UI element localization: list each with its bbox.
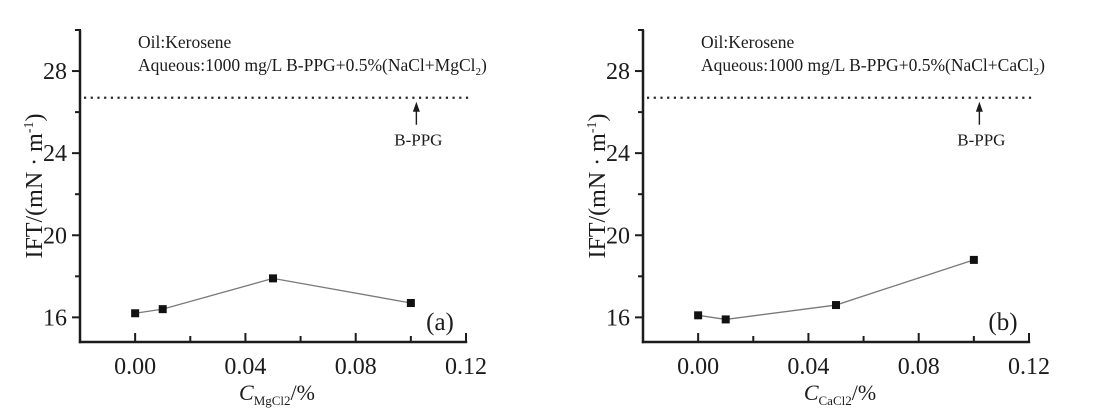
y-tick-label: 24 <box>606 141 630 167</box>
y-tick-label: 20 <box>606 223 630 249</box>
panel-label: (a) <box>426 309 454 336</box>
x-tick-label: 0.12 <box>445 354 487 380</box>
data-point <box>406 299 415 307</box>
annotation-line2: Aqueous:1000 mg/L B-PPG+0.5%(NaCl+CaCl2) <box>701 55 1045 78</box>
panel-label: (b) <box>988 309 1017 336</box>
x-tick-label: 0.00 <box>677 354 719 380</box>
data-point <box>721 315 730 324</box>
data-point <box>694 311 703 320</box>
annotation-line2: Aqueous:1000 mg/L B-PPG+0.5%(NaCl+MgCl2) <box>138 55 487 78</box>
data-point <box>832 301 840 310</box>
data-point <box>269 274 277 283</box>
chart-panel-a: 0.00 0.04 0.08 0.12 16 20 24 28 B-PPG Oil:Kerosen… <box>22 29 487 408</box>
x-axis-title: CCaCl2/% <box>804 380 876 408</box>
x-tick-label: 0.04 <box>224 354 266 380</box>
x-tick-label: 0.00 <box>114 354 156 380</box>
y-axis-title: IFT/(mN · m-1) <box>22 114 48 259</box>
x-axis-title: CMgCl2/% <box>239 380 315 408</box>
y-tick-label: 20 <box>43 223 67 249</box>
data-point <box>969 255 978 264</box>
y-tick-label: 28 <box>606 59 630 85</box>
x-tick-label: 0.12 <box>1008 354 1050 380</box>
bppg-arrow-head <box>412 101 420 112</box>
annotation-line1: Oil:Kerosene <box>701 32 795 52</box>
annotation-line1: Oil:Kerosene <box>138 32 232 52</box>
chart-panel-b: 0.00 0.04 0.08 0.12 16 20 24 28 B-PPG Oil:Kerosen… <box>585 29 1050 408</box>
y-tick-label: 24 <box>43 141 67 167</box>
series-line <box>698 259 975 321</box>
series-line <box>135 277 411 314</box>
data-point <box>131 309 140 318</box>
x-tick-label: 0.04 <box>787 354 829 380</box>
x-tick-label: 0.08 <box>898 354 940 380</box>
bppg-label: B-PPG <box>957 131 1005 150</box>
bppg-arrow-head <box>975 101 983 112</box>
x-tick-label: 0.08 <box>335 354 377 380</box>
data-point <box>158 305 167 314</box>
bppg-label: B-PPG <box>394 131 442 150</box>
y-tick-label: 16 <box>43 305 67 331</box>
y-axis-title: IFT/(mN · m-1) <box>585 114 611 259</box>
y-tick-label: 28 <box>43 59 67 85</box>
y-tick-label: 16 <box>606 305 630 331</box>
